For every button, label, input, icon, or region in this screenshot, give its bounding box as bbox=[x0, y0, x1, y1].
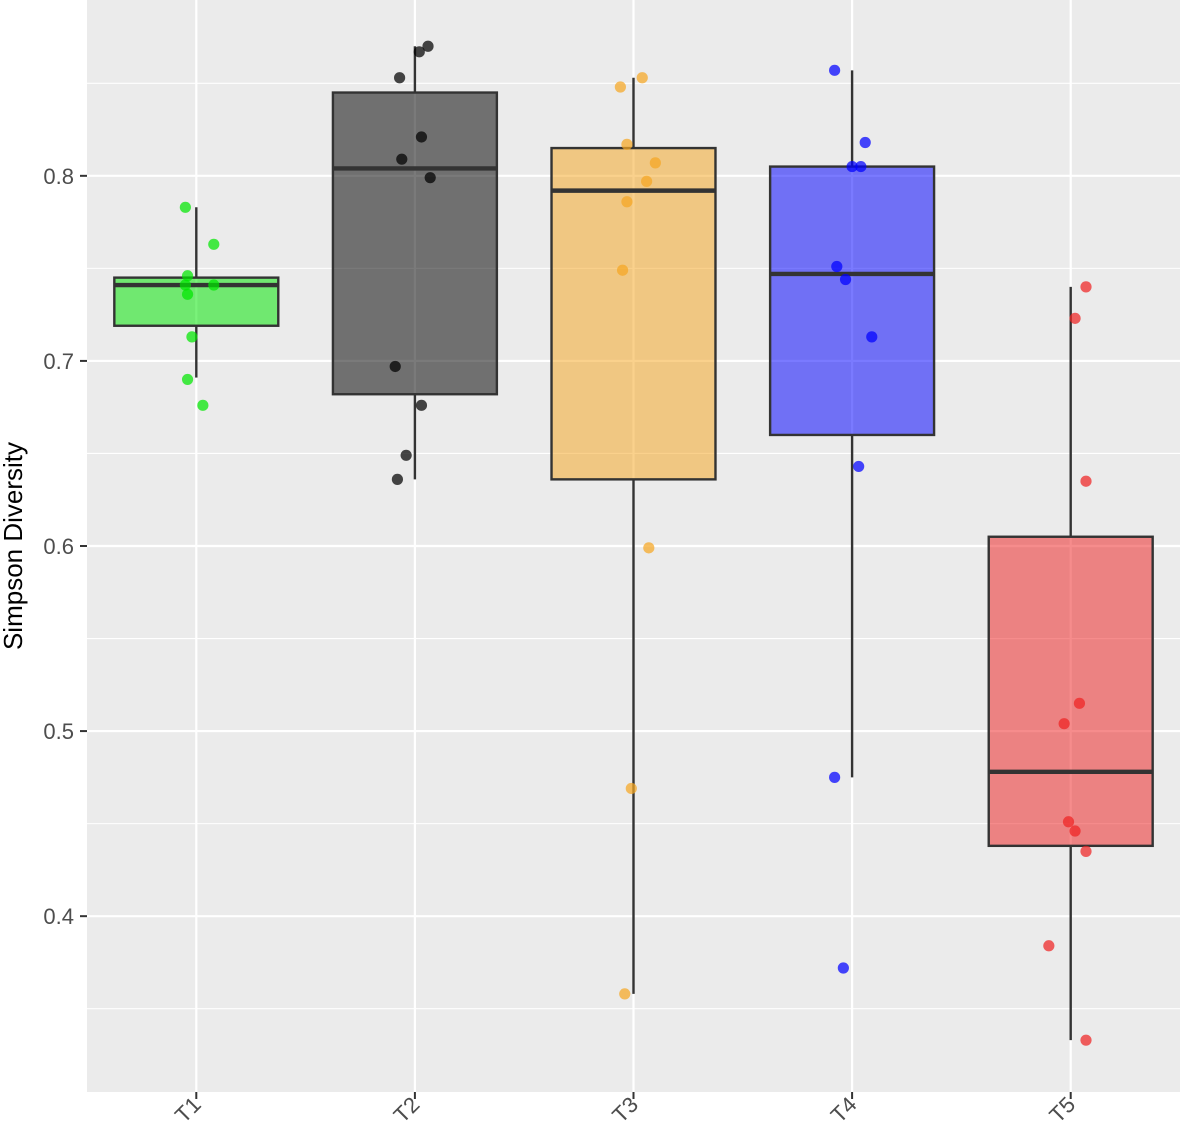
data-point-T2 bbox=[415, 131, 428, 143]
y-tick-label: 0.5 bbox=[43, 719, 74, 744]
box-T5 bbox=[987, 286, 1154, 1041]
x-tick-label: T3 bbox=[607, 1092, 643, 1128]
data-point-T2 bbox=[415, 399, 428, 411]
data-point-T5 bbox=[1073, 697, 1086, 709]
data-point-T4 bbox=[853, 460, 865, 473]
data-point-T5 bbox=[1058, 718, 1070, 730]
data-point-T3 bbox=[625, 782, 637, 795]
data-point-T5 bbox=[1069, 312, 1081, 324]
box-body bbox=[550, 146, 717, 481]
data-point-T3 bbox=[619, 988, 631, 1000]
data-point-T1 bbox=[179, 201, 191, 213]
data-point-T4 bbox=[866, 331, 878, 343]
data-point-T2 bbox=[422, 40, 434, 52]
data-point-T4 bbox=[829, 64, 841, 76]
data-point-T2 bbox=[391, 473, 404, 485]
data-point-T3 bbox=[616, 264, 629, 276]
box-body bbox=[768, 165, 936, 437]
data-point-T1 bbox=[208, 238, 220, 250]
data-point-T5 bbox=[1043, 940, 1055, 952]
y-axis-ticks: 0.4 0.5 0.6 0.7 0.8 bbox=[43, 164, 87, 929]
data-point-T4 bbox=[859, 136, 871, 149]
jitter-points bbox=[179, 40, 1092, 1046]
data-point-T2 bbox=[389, 360, 401, 373]
x-tick-label: T4 bbox=[826, 1092, 862, 1128]
data-point-T1 bbox=[181, 373, 194, 386]
data-point-T1 bbox=[186, 331, 198, 343]
data-point-T2 bbox=[413, 46, 425, 58]
data-point-T5 bbox=[1069, 825, 1081, 837]
data-point-T1 bbox=[181, 270, 194, 282]
data-point-T3 bbox=[614, 81, 626, 93]
data-point-T5 bbox=[1080, 1034, 1092, 1046]
data-point-T2 bbox=[396, 153, 408, 165]
data-point-T4 bbox=[855, 160, 867, 173]
y-tick-label: 0.6 bbox=[43, 534, 74, 559]
data-point-T3 bbox=[641, 175, 653, 187]
data-point-T2 bbox=[424, 172, 436, 184]
data-point-T5 bbox=[1080, 475, 1092, 487]
x-tick-label: T5 bbox=[1044, 1092, 1080, 1128]
data-point-T3 bbox=[649, 157, 661, 169]
data-point-T2 bbox=[393, 72, 406, 84]
box-body bbox=[987, 535, 1154, 848]
y-tick-label: 0.4 bbox=[43, 904, 74, 929]
data-point-T4 bbox=[837, 962, 849, 974]
y-axis-title: Simpson Diversity bbox=[0, 442, 28, 650]
box-T2 bbox=[331, 46, 499, 480]
data-point-T2 bbox=[400, 449, 412, 461]
data-point-T3 bbox=[636, 72, 648, 84]
data-point-T5 bbox=[1080, 845, 1092, 857]
y-tick-label: 0.8 bbox=[43, 164, 74, 189]
data-point-T4 bbox=[829, 771, 841, 783]
data-point-T5 bbox=[1080, 281, 1092, 293]
box-series bbox=[113, 46, 1154, 1041]
box-T3 bbox=[550, 77, 717, 994]
x-tick-label: T2 bbox=[389, 1092, 425, 1128]
data-point-T5 bbox=[1062, 816, 1075, 828]
y-tick-label: 0.7 bbox=[43, 349, 74, 374]
data-point-T1 bbox=[181, 288, 194, 300]
data-point-T1 bbox=[208, 279, 220, 291]
box-body bbox=[331, 91, 499, 396]
data-point-T4 bbox=[839, 273, 852, 286]
data-point-T4 bbox=[846, 160, 858, 173]
box-T1 bbox=[113, 207, 280, 378]
data-point-T3 bbox=[621, 138, 633, 150]
data-point-T4 bbox=[831, 260, 843, 273]
data-point-T3 bbox=[621, 196, 633, 208]
x-tick-label: T1 bbox=[170, 1092, 206, 1128]
data-point-T1 bbox=[179, 279, 191, 291]
data-point-T1 bbox=[197, 399, 209, 411]
box-T4 bbox=[768, 70, 936, 778]
x-axis-ticks: T1 T2 T3 T4 T5 bbox=[170, 1092, 1080, 1128]
data-point-T3 bbox=[643, 542, 655, 554]
